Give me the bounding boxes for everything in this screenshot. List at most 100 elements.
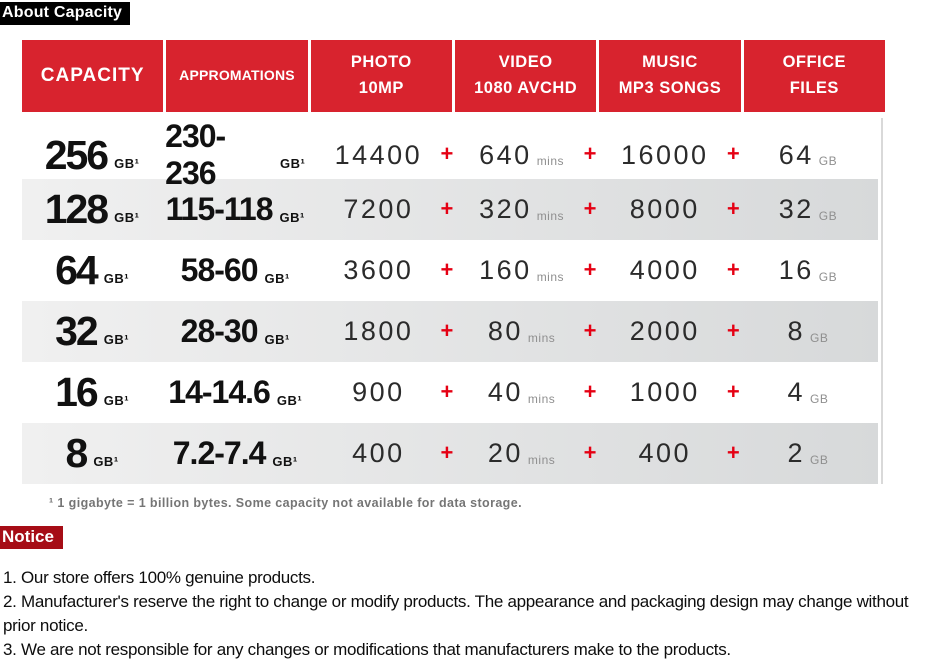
music-value: 2000 — [629, 316, 700, 346]
plus-icon: + — [440, 195, 454, 221]
header-cell-appromations: APPROMATIONS — [166, 40, 308, 112]
table-row-256gb: 256 GB¹ 230-236 GB¹ 14400 + 640 mins + 1… — [22, 118, 878, 191]
video-value: 640 — [479, 139, 532, 170]
plus-icon: + — [583, 378, 597, 404]
capacity-value: 32 — [55, 308, 99, 354]
plus-icon: + — [726, 439, 740, 465]
photo-value: 1800 — [343, 316, 414, 346]
video-cell: + 320 mins — [441, 179, 592, 240]
approx-value: 28-30 — [180, 313, 259, 349]
header-label: CAPACITY — [40, 65, 145, 87]
approx-cell: 115-118 GB¹ — [165, 179, 305, 240]
photo-value: 400 — [352, 438, 405, 468]
video-unit: mins — [536, 208, 565, 223]
approx-cell: 14-14.6 GB¹ — [165, 362, 305, 423]
office-cell: + 4 GB — [727, 362, 878, 423]
notice-item: 1. Our store offers 100% genuine product… — [3, 568, 316, 587]
office-cell: + 2 GB — [727, 423, 878, 484]
capacity-table-header: CAPACITY APPROMATIONS PHOTO 10MP VIDEO 1… — [22, 40, 885, 112]
video-unit: mins — [527, 391, 556, 406]
office-unit: GB — [810, 330, 829, 345]
header-label: OFFICE — [782, 53, 847, 72]
video-unit: mins — [527, 452, 556, 467]
approx-unit: GB¹ — [279, 155, 306, 171]
office-cell: + 64 GB — [727, 118, 878, 192]
plus-icon: + — [440, 140, 454, 166]
header-label: APPROMATIONS — [179, 67, 295, 84]
video-cell: + 80 mins — [441, 301, 592, 362]
capacity-cell: 32 GB¹ — [22, 301, 162, 362]
capacity-footnote: ¹ 1 gigabyte = 1 billion bytes. Some cap… — [49, 496, 522, 510]
video-unit: mins — [536, 269, 565, 284]
video-unit: mins — [536, 154, 565, 168]
plus-icon: + — [440, 439, 454, 465]
music-cell: + 4000 — [584, 240, 735, 301]
notice-item: 3. We are not responsible for any change… — [3, 640, 731, 659]
photo-value: 7200 — [343, 194, 414, 224]
photo-value: 900 — [352, 377, 405, 407]
capacity-cell: 256 GB¹ — [22, 118, 162, 192]
approx-unit: GB¹ — [276, 393, 303, 408]
capacity-cell: 128 GB¹ — [22, 179, 162, 240]
capacity-unit: GB¹ — [93, 454, 119, 469]
header-label: MUSIC — [642, 53, 698, 72]
capacity-cell: 8 GB¹ — [22, 423, 162, 484]
approx-value: 7.2-7.4 — [172, 435, 267, 471]
video-unit: mins — [527, 330, 556, 345]
office-unit: GB — [818, 269, 838, 284]
table-row-8gb: 8 GB¹ 7.2-7.4 GB¹ 400 + 20 mins + 400 + … — [22, 423, 878, 484]
header-cell-video: VIDEO 1080 AVCHD — [454, 40, 597, 112]
notice-title: Notice — [0, 526, 63, 549]
approx-unit: GB¹ — [272, 454, 298, 469]
table-right-divider — [881, 118, 883, 484]
table-row-16gb: 16 GB¹ 14-14.6 GB¹ 900 + 40 mins + 1000 … — [22, 362, 878, 423]
video-cell: + 640 mins — [441, 118, 592, 192]
office-unit: GB — [818, 208, 838, 223]
capacity-unit: GB¹ — [103, 393, 130, 408]
notice-item: 2. Manufacturer's reserve the right to c… — [3, 592, 909, 635]
office-value: 32 — [778, 194, 814, 224]
approx-value: 115-118 — [165, 191, 274, 227]
approx-cell: 58-60 GB¹ — [165, 240, 305, 301]
music-cell: + 16000 — [584, 118, 735, 192]
capacity-cell: 64 GB¹ — [22, 240, 162, 301]
photo-cell: 7200 — [308, 179, 448, 240]
office-unit: GB — [810, 391, 829, 406]
office-unit: GB — [818, 154, 838, 168]
video-value: 40 — [487, 377, 523, 407]
plus-icon: + — [583, 140, 597, 166]
capacity-table: CAPACITY APPROMATIONS PHOTO 10MP VIDEO 1… — [22, 40, 885, 484]
video-value: 80 — [487, 316, 523, 346]
music-value: 16000 — [620, 139, 709, 170]
office-cell: + 8 GB — [727, 301, 878, 362]
office-cell: + 16 GB — [727, 240, 878, 301]
approx-value: 58-60 — [180, 252, 259, 288]
video-cell: + 40 mins — [441, 362, 592, 423]
approx-cell: 230-236 GB¹ — [165, 118, 305, 192]
header-label: 10MP — [358, 79, 404, 97]
capacity-value: 8 — [65, 430, 89, 476]
office-value: 16 — [778, 255, 814, 285]
capacity-unit: GB¹ — [103, 271, 130, 286]
office-unit: GB — [810, 452, 829, 467]
capacity-value: 16 — [55, 369, 99, 415]
photo-cell: 14400 — [308, 118, 448, 192]
music-cell: + 1000 — [584, 362, 735, 423]
photo-value: 3600 — [343, 255, 414, 285]
header-label: FILES — [789, 79, 839, 97]
video-value: 160 — [479, 255, 532, 285]
photo-cell: 1800 — [308, 301, 448, 362]
office-value: 2 — [787, 438, 805, 468]
header-cell-office: OFFICE FILES — [743, 40, 885, 112]
capacity-value: 256 — [44, 131, 109, 178]
capacity-table-body: 256 GB¹ 230-236 GB¹ 14400 + 640 mins + 1… — [22, 118, 885, 484]
office-value: 8 — [787, 316, 805, 346]
plus-icon: + — [583, 195, 597, 221]
about-capacity-title: About Capacity — [0, 2, 131, 25]
plus-icon: + — [440, 256, 454, 282]
plus-icon: + — [726, 317, 740, 343]
header-label: PHOTO — [350, 53, 412, 72]
office-value: 4 — [787, 377, 805, 407]
header-label: 1080 AVCHD — [474, 79, 578, 97]
capacity-unit: GB¹ — [114, 210, 140, 225]
